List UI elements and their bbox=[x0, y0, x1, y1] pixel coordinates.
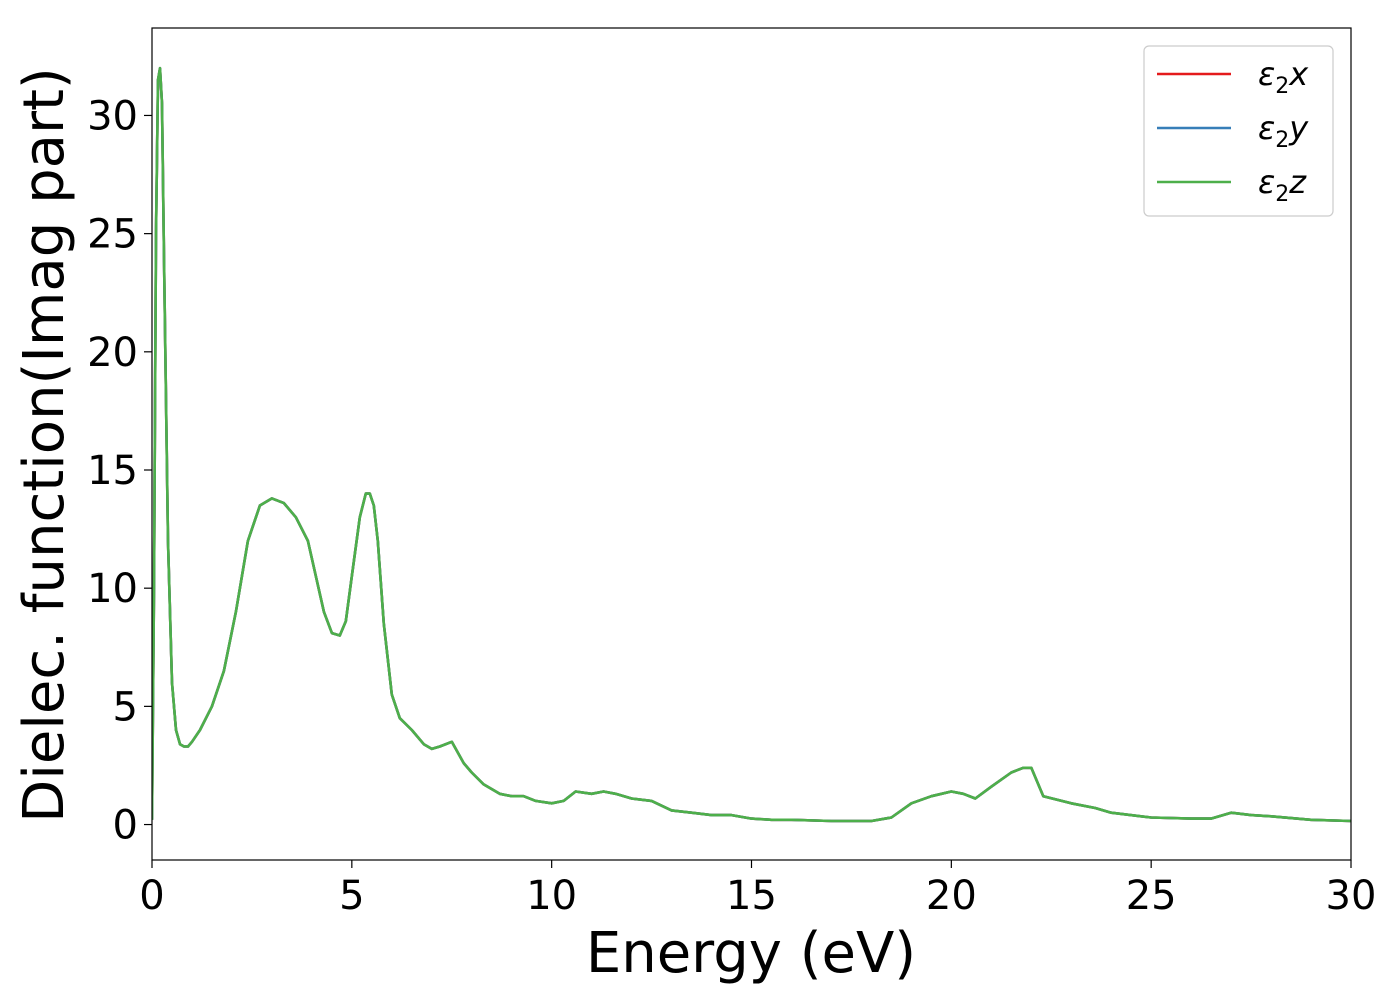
legend-box bbox=[1143, 45, 1334, 217]
y-tick-label: 15 bbox=[87, 448, 138, 494]
y-tick-label: 20 bbox=[87, 330, 138, 376]
y-tick-label: 10 bbox=[87, 566, 138, 612]
y-tick-label: 0 bbox=[113, 803, 138, 849]
legend-label-y: ε2y bbox=[1258, 109, 1309, 153]
x-tick-label: 25 bbox=[1126, 873, 1177, 919]
x-tick-label: 0 bbox=[139, 873, 164, 919]
legend-label-z: ε2z bbox=[1258, 163, 1307, 207]
x-tick-label: 20 bbox=[926, 873, 977, 919]
y-tick-label: 5 bbox=[113, 684, 138, 730]
x-tick-label: 15 bbox=[726, 873, 777, 919]
y-tick-label: 30 bbox=[87, 93, 138, 139]
series-layer bbox=[152, 66, 1351, 823]
x-axis-title: Energy (eV) bbox=[586, 921, 916, 986]
x-tick-label: 10 bbox=[526, 873, 577, 919]
legend-label-x: ε2x bbox=[1258, 55, 1309, 99]
legend: ε2x ε2y ε2z bbox=[1143, 45, 1334, 217]
x-tick-label: 30 bbox=[1326, 873, 1377, 919]
y-axis-title: Dielec. function(Imag part) bbox=[12, 67, 77, 823]
axes-layer: 0 5 10 15 20 25 30 0 5 10 15 20 25 30 bbox=[87, 27, 1377, 919]
x-tick-label: 5 bbox=[339, 873, 364, 919]
series-line-z bbox=[152, 66, 1351, 823]
y-tick-label: 25 bbox=[87, 212, 138, 258]
